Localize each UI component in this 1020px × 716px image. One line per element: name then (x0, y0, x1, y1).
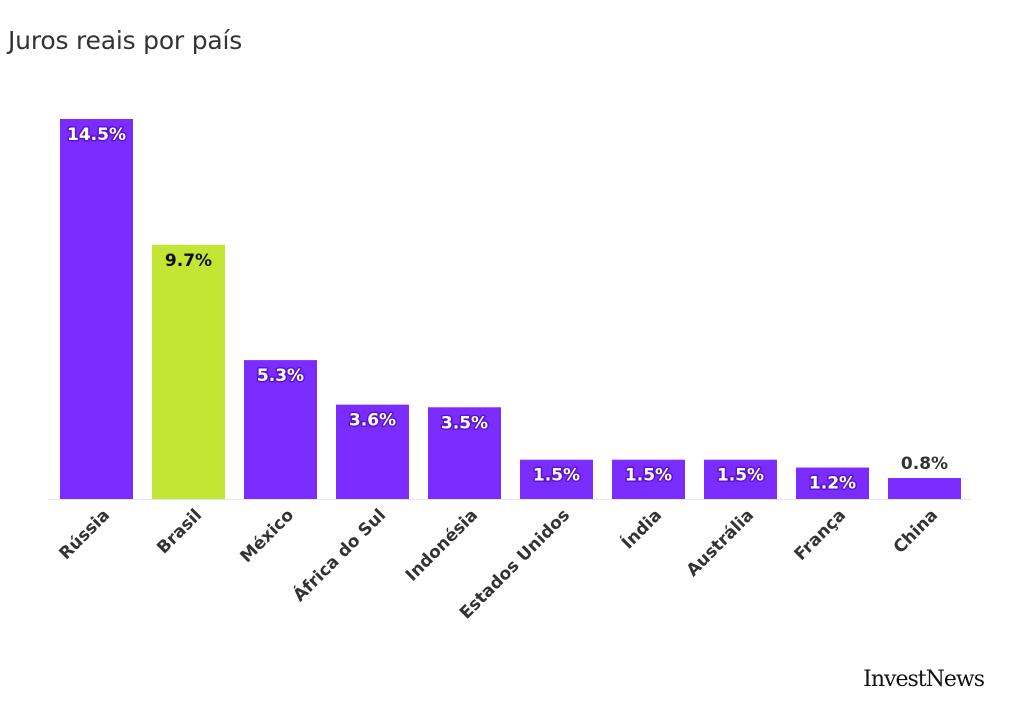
bar-value-label: 3.5% (441, 413, 488, 433)
x-tick-label: África do Sul (288, 504, 390, 606)
bar (60, 119, 133, 499)
x-tick-label: França (791, 505, 850, 564)
x-tick-label: Austrália (683, 505, 758, 580)
investnews-logo: InvestNews (863, 667, 985, 692)
bar (428, 407, 501, 499)
bar (796, 467, 869, 499)
bar (244, 360, 317, 499)
bar-value-label: 1.5% (533, 466, 580, 486)
bar (704, 459, 777, 499)
x-tick-label: México (237, 505, 299, 567)
bar (336, 404, 409, 499)
x-tick-label: Índia (617, 504, 666, 553)
x-tick-label: Indonésia (402, 505, 482, 585)
chart-title: Juros reais por país (8, 26, 243, 55)
bar-value-label: 3.6% (349, 411, 396, 431)
bar-value-label: 1.5% (625, 466, 672, 486)
bar (520, 459, 593, 499)
bar-value-label: 9.7% (165, 251, 212, 271)
bar-value-label: 1.2% (809, 474, 856, 494)
bar-value-label: 0.8% (901, 454, 948, 474)
x-tick-label: China (890, 505, 942, 557)
bar-value-label: 5.3% (257, 366, 304, 386)
bar-value-label: 1.5% (717, 466, 764, 486)
bar (612, 459, 685, 499)
x-tick-label: Rússia (56, 505, 115, 564)
bar (888, 478, 961, 499)
x-tick-label: Brasil (153, 505, 206, 558)
bar (152, 244, 225, 499)
bar-value-label: 14.5% (67, 125, 126, 145)
